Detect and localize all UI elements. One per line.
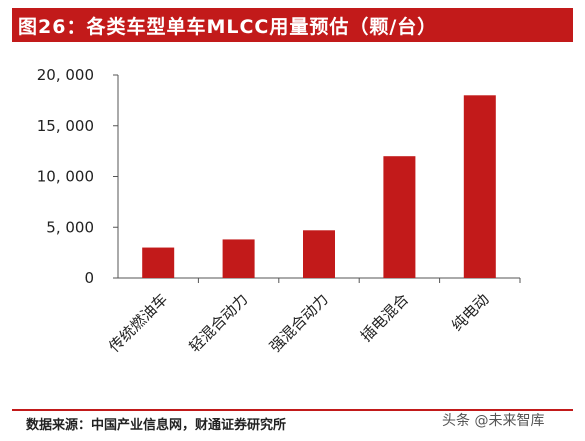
chart-title: 图26：各类车型单车MLCC用量预估（颗/台） bbox=[18, 15, 438, 38]
footer-divider bbox=[12, 409, 573, 411]
watermark: 头条 @未来智库 bbox=[442, 410, 544, 430]
bar bbox=[383, 156, 416, 278]
source-note: 数据来源：中国产业信息网，财通证券研究所 bbox=[26, 418, 287, 433]
bar bbox=[463, 95, 496, 278]
y-tick-label: 10, 000 bbox=[37, 168, 94, 186]
watermark-text: 头条 @未来智库 bbox=[442, 413, 545, 429]
bar bbox=[303, 230, 335, 278]
x-tick-label: 强混合动力 bbox=[266, 290, 332, 356]
x-tick-label: 插电混合 bbox=[357, 290, 412, 345]
title-bar: 图26：各类车型单车MLCC用量预估（颗/台） bbox=[12, 8, 573, 42]
y-tick-label: 15, 000 bbox=[37, 117, 94, 135]
bar bbox=[222, 239, 255, 278]
bar bbox=[142, 247, 175, 278]
x-tick-label: 轻混合动力 bbox=[186, 290, 252, 356]
y-tick-label: 0 bbox=[84, 269, 94, 287]
y-tick-label: 20, 000 bbox=[37, 66, 94, 84]
x-tick-label: 传统燃油车 bbox=[105, 290, 171, 356]
x-tick-label: 纯电动 bbox=[448, 290, 493, 335]
y-tick-label: 5, 000 bbox=[46, 218, 94, 236]
